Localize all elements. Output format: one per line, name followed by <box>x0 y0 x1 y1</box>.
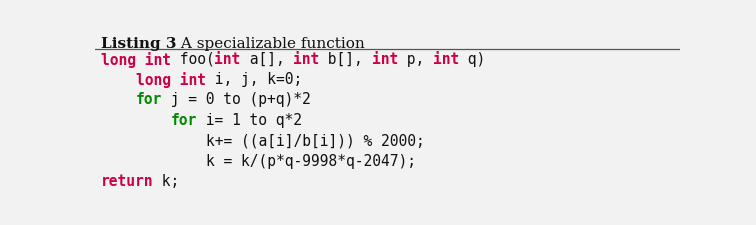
Text: int: int <box>433 52 460 67</box>
Text: return: return <box>101 174 153 189</box>
Text: int: int <box>293 52 320 67</box>
Text: b[],: b[], <box>320 52 372 67</box>
Text: i, j, k=0;: i, j, k=0; <box>206 72 302 87</box>
Text: foo(: foo( <box>171 52 215 67</box>
Text: int: int <box>372 52 398 67</box>
Text: for: for <box>135 92 162 108</box>
Text: k = k/(p*q-9998*q-2047);: k = k/(p*q-9998*q-2047); <box>101 154 416 169</box>
Text: k;: k; <box>153 174 179 189</box>
Text: a[],: a[], <box>240 52 293 67</box>
Text: long int: long int <box>101 52 171 68</box>
Text: int: int <box>215 52 240 67</box>
Text: k+= ((a[i]/b[i])) % 2000;: k+= ((a[i]/b[i])) % 2000; <box>101 133 424 148</box>
Text: Listing 3: Listing 3 <box>101 37 176 51</box>
Text: q): q) <box>460 52 485 67</box>
Text: long int: long int <box>101 72 206 88</box>
Text: for: for <box>171 113 197 128</box>
Text: i= 1 to q*2: i= 1 to q*2 <box>197 113 302 128</box>
Text: p,: p, <box>398 52 433 67</box>
Text: j = 0 to (p+q)*2: j = 0 to (p+q)*2 <box>162 92 311 108</box>
Text: A specializable function: A specializable function <box>176 37 365 51</box>
